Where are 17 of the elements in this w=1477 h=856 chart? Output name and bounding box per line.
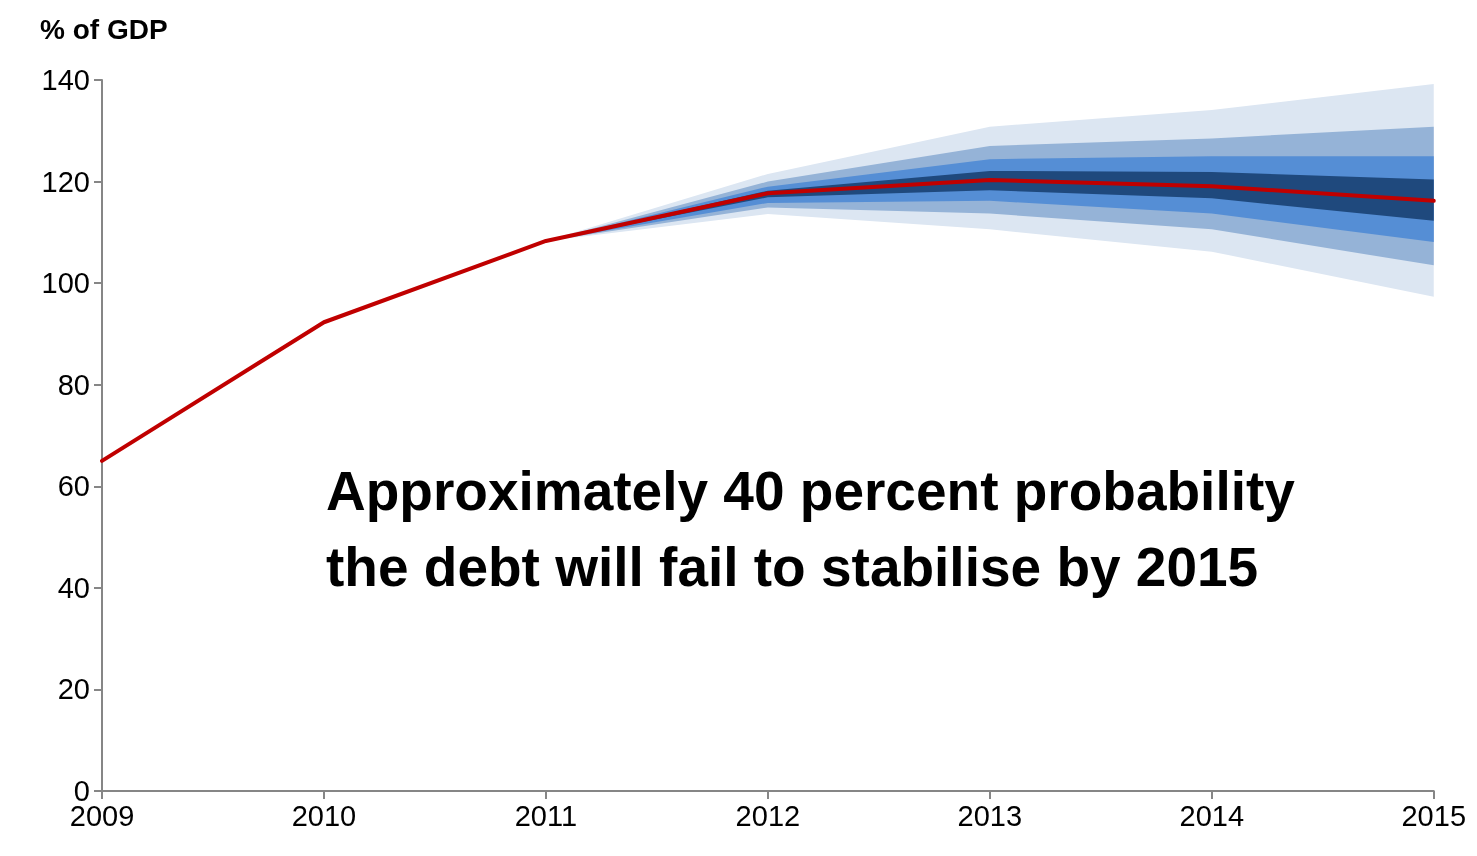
y-tick-label: 120	[41, 165, 90, 198]
x-tick-label: 2011	[514, 799, 578, 832]
y-tick-label: 100	[41, 267, 90, 300]
y-tick-label: 0	[73, 775, 90, 807]
y-tick-label: 20	[57, 673, 90, 706]
y-tick-label: 140	[41, 64, 90, 96]
x-tick-label: 2013	[957, 799, 1023, 832]
y-tick-label: 80	[57, 368, 90, 401]
x-tick-label: 2014	[1179, 799, 1245, 832]
y-tick-label: 60	[57, 470, 90, 503]
annotation: Approximately 40 percent probability the debt will fail to stabilise by 2015	[326, 460, 1311, 598]
y-tick-label: 40	[57, 571, 90, 604]
x-tick-label: 2012	[735, 799, 801, 832]
line-series	[100, 178, 1436, 463]
x-tick-label: 2015	[1401, 799, 1466, 832]
x-tick-label: 2010	[291, 799, 357, 832]
y-axis-title: % of GDP	[40, 13, 168, 45]
